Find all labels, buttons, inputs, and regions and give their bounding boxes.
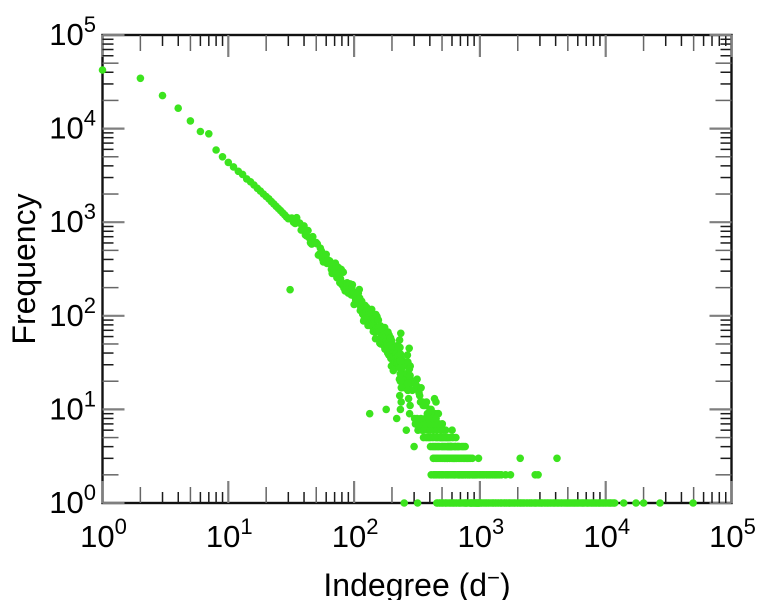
axis-ticks bbox=[101, 33, 733, 505]
tick-label: 105 bbox=[709, 514, 756, 554]
data-points bbox=[98, 66, 697, 507]
y-axis-title-text: Frequency bbox=[6, 193, 42, 345]
tick-label: 102 bbox=[332, 514, 379, 554]
tick-label: 104 bbox=[49, 106, 96, 146]
tick-label: 103 bbox=[458, 514, 505, 554]
tick-label: 103 bbox=[49, 199, 96, 239]
tick-label: 101 bbox=[49, 386, 96, 426]
tick-label: 105 bbox=[49, 12, 96, 52]
tick-label: 101 bbox=[206, 514, 253, 554]
x-axis-title-close-paren: ) bbox=[499, 567, 511, 600]
y-axis-title: Frequency bbox=[4, 139, 44, 399]
x-axis-title: Indegree (d−) bbox=[117, 558, 717, 600]
x-axis-title-text: Indegree (d bbox=[323, 567, 488, 600]
tick-label: 104 bbox=[583, 514, 630, 554]
x-axis-title-superscript-minus: − bbox=[487, 565, 500, 590]
tick-label: 100 bbox=[80, 514, 127, 554]
tick-labels: 100 101 102 103 104 105 100 101 102 103 104 105 bbox=[49, 12, 756, 554]
tick-label: 102 bbox=[49, 293, 96, 333]
tick-label: 100 bbox=[49, 480, 96, 520]
